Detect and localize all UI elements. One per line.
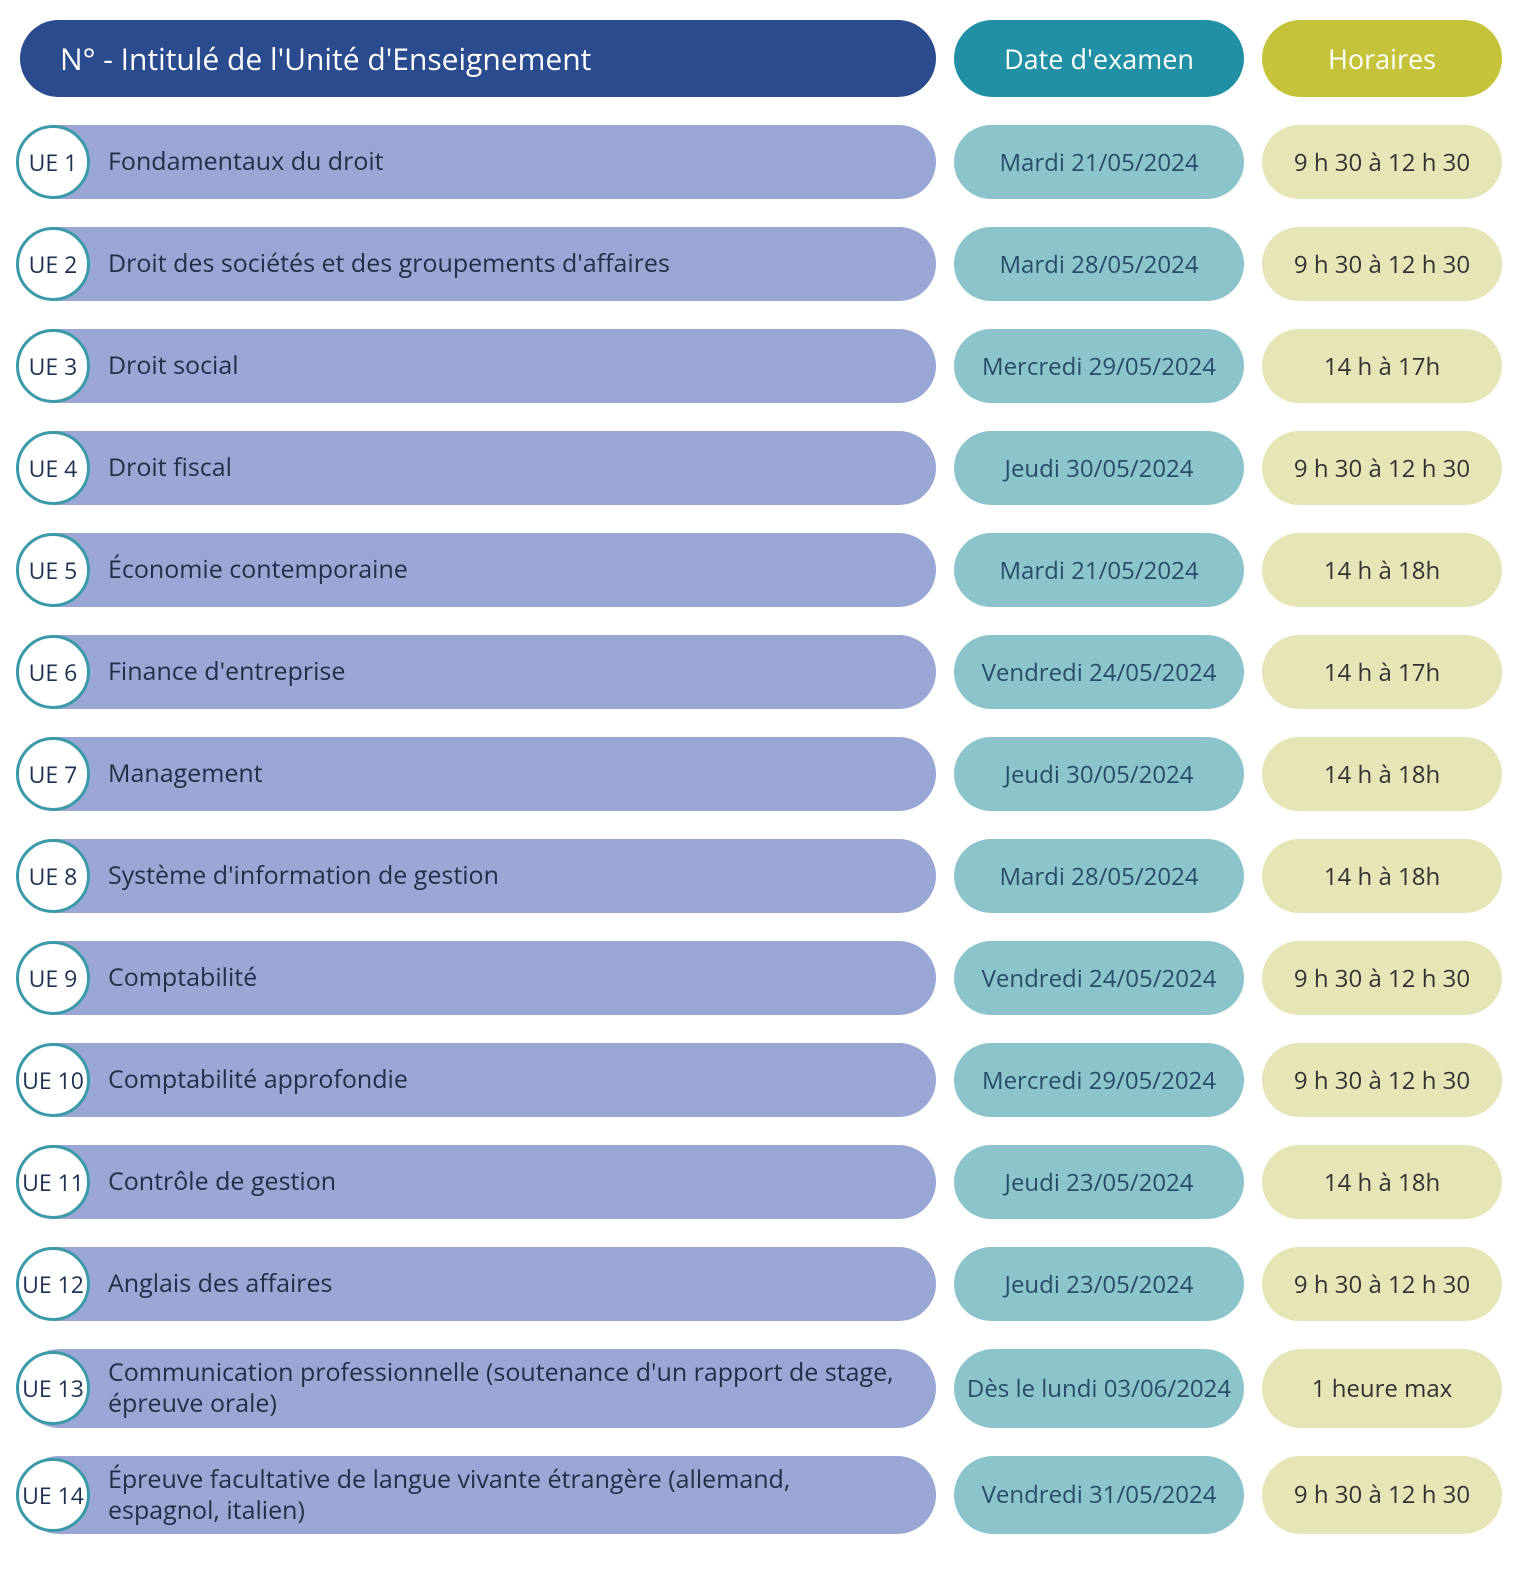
header-row: N° - Intitulé de l'Unité d'Enseignement … [20, 20, 1502, 97]
ue-badge: UE 4 [16, 431, 90, 505]
exam-hours: 14 h à 17h [1262, 329, 1502, 403]
ue-badge: UE 13 [16, 1351, 90, 1425]
title-pill: UE 6Finance d'entreprise [20, 635, 936, 709]
unit-title: Système d'information de gestion [108, 852, 499, 899]
unit-title: Économie contemporaine [108, 546, 408, 593]
table-row: UE 9ComptabilitéVendredi 24/05/20249 h 3… [20, 941, 1502, 1015]
table-row: UE 8Système d'information de gestionMard… [20, 839, 1502, 913]
unit-title: Fondamentaux du droit [108, 138, 384, 185]
ue-badge: UE 12 [16, 1247, 90, 1321]
table-row: UE 11Contrôle de gestionJeudi 23/05/2024… [20, 1145, 1502, 1219]
ue-badge: UE 10 [16, 1043, 90, 1117]
ue-badge: UE 6 [16, 635, 90, 709]
table-row: UE 5Économie contemporaineMardi 21/05/20… [20, 533, 1502, 607]
header-hours: Horaires [1262, 20, 1502, 97]
title-pill: UE 14Épreuve facultative de langue vivan… [20, 1456, 936, 1535]
table-row: UE 3Droit socialMercredi 29/05/202414 h … [20, 329, 1502, 403]
exam-hours: 9 h 30 à 12 h 30 [1262, 125, 1502, 199]
exam-date: Mardi 28/05/2024 [954, 839, 1244, 913]
exam-hours: 14 h à 18h [1262, 1145, 1502, 1219]
unit-title: Droit des sociétés et des groupements d'… [108, 240, 670, 287]
exam-hours: 14 h à 17h [1262, 635, 1502, 709]
ue-badge: UE 2 [16, 227, 90, 301]
exam-date: Mardi 21/05/2024 [954, 125, 1244, 199]
table-row: UE 7ManagementJeudi 30/05/202414 h à 18h [20, 737, 1502, 811]
exam-date: Mercredi 29/05/2024 [954, 329, 1244, 403]
title-pill: UE 7Management [20, 737, 936, 811]
ue-badge: UE 14 [16, 1458, 90, 1532]
unit-title: Épreuve facultative de langue vivante ét… [108, 1456, 908, 1535]
exam-date: Jeudi 30/05/2024 [954, 737, 1244, 811]
title-pill: UE 12Anglais des affaires [20, 1247, 936, 1321]
table-row: UE 10Comptabilité approfondieMercredi 29… [20, 1043, 1502, 1117]
ue-badge: UE 8 [16, 839, 90, 913]
exam-date: Jeudi 30/05/2024 [954, 431, 1244, 505]
exam-hours: 9 h 30 à 12 h 30 [1262, 1247, 1502, 1321]
rows-container: UE 1Fondamentaux du droitMardi 21/05/202… [20, 125, 1502, 1534]
ue-badge: UE 7 [16, 737, 90, 811]
unit-title: Management [108, 750, 263, 797]
header-date: Date d'examen [954, 20, 1244, 97]
exam-date: Jeudi 23/05/2024 [954, 1247, 1244, 1321]
table-row: UE 4Droit fiscalJeudi 30/05/20249 h 30 à… [20, 431, 1502, 505]
table-row: UE 13Communication professionnelle (sout… [20, 1349, 1502, 1428]
exam-date: Jeudi 23/05/2024 [954, 1145, 1244, 1219]
unit-title: Droit fiscal [108, 444, 232, 491]
unit-title: Comptabilité [108, 954, 257, 1001]
table-row: UE 1Fondamentaux du droitMardi 21/05/202… [20, 125, 1502, 199]
title-pill: UE 4Droit fiscal [20, 431, 936, 505]
exam-hours: 9 h 30 à 12 h 30 [1262, 1043, 1502, 1117]
unit-title: Droit social [108, 342, 239, 389]
title-pill: UE 11Contrôle de gestion [20, 1145, 936, 1219]
exam-date: Vendredi 24/05/2024 [954, 635, 1244, 709]
exam-schedule-table: N° - Intitulé de l'Unité d'Enseignement … [20, 20, 1502, 1534]
exam-hours: 14 h à 18h [1262, 737, 1502, 811]
exam-date: Vendredi 31/05/2024 [954, 1456, 1244, 1535]
exam-date: Vendredi 24/05/2024 [954, 941, 1244, 1015]
title-pill: UE 3Droit social [20, 329, 936, 403]
title-pill: UE 5Économie contemporaine [20, 533, 936, 607]
unit-title: Contrôle de gestion [108, 1158, 336, 1205]
unit-title: Anglais des affaires [108, 1260, 332, 1307]
exam-hours: 9 h 30 à 12 h 30 [1262, 941, 1502, 1015]
header-title: N° - Intitulé de l'Unité d'Enseignement [20, 20, 936, 97]
ue-badge: UE 5 [16, 533, 90, 607]
exam-hours: 9 h 30 à 12 h 30 [1262, 1456, 1502, 1535]
title-pill: UE 1Fondamentaux du droit [20, 125, 936, 199]
ue-badge: UE 9 [16, 941, 90, 1015]
exam-date: Dès le lundi 03/06/2024 [954, 1349, 1244, 1428]
ue-badge: UE 11 [16, 1145, 90, 1219]
table-row: UE 12Anglais des affairesJeudi 23/05/202… [20, 1247, 1502, 1321]
exam-date: Mercredi 29/05/2024 [954, 1043, 1244, 1117]
exam-hours: 14 h à 18h [1262, 533, 1502, 607]
title-pill: UE 13Communication professionnelle (sout… [20, 1349, 936, 1428]
exam-hours: 9 h 30 à 12 h 30 [1262, 227, 1502, 301]
exam-date: Mardi 21/05/2024 [954, 533, 1244, 607]
unit-title: Comptabilité approfondie [108, 1056, 408, 1103]
exam-hours: 14 h à 18h [1262, 839, 1502, 913]
exam-hours: 9 h 30 à 12 h 30 [1262, 431, 1502, 505]
ue-badge: UE 1 [16, 125, 90, 199]
title-pill: UE 2Droit des sociétés et des groupement… [20, 227, 936, 301]
title-pill: UE 8Système d'information de gestion [20, 839, 936, 913]
table-row: UE 6Finance d'entrepriseVendredi 24/05/2… [20, 635, 1502, 709]
title-pill: UE 9Comptabilité [20, 941, 936, 1015]
table-row: UE 14Épreuve facultative de langue vivan… [20, 1456, 1502, 1535]
title-pill: UE 10Comptabilité approfondie [20, 1043, 936, 1117]
unit-title: Communication professionnelle (soutenanc… [108, 1349, 908, 1428]
exam-hours: 1 heure max [1262, 1349, 1502, 1428]
unit-title: Finance d'entreprise [108, 648, 345, 695]
exam-date: Mardi 28/05/2024 [954, 227, 1244, 301]
table-row: UE 2Droit des sociétés et des groupement… [20, 227, 1502, 301]
ue-badge: UE 3 [16, 329, 90, 403]
